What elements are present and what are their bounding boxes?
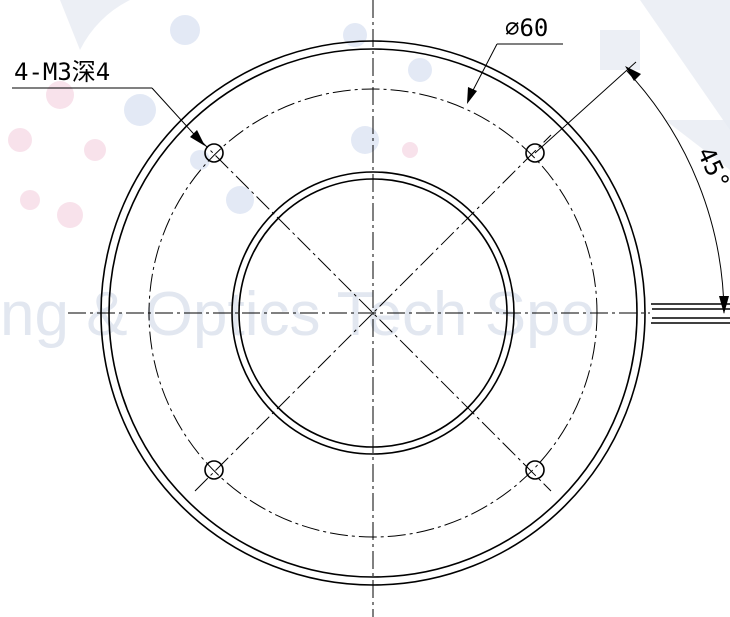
hole-top-right [525, 143, 545, 163]
watermark-dot [226, 186, 254, 214]
angle-arrowhead-bottom [719, 296, 729, 314]
watermark-dot [20, 190, 40, 210]
watermark-shape [665, 120, 730, 170]
callout-text: 4-M3深4 [14, 58, 110, 86]
watermark-dot [8, 128, 32, 152]
watermark-text: ng & Optics Tech Spo [0, 280, 595, 349]
watermark-dot [408, 58, 432, 82]
callout-arrowhead [190, 130, 205, 146]
watermark-dot [170, 15, 200, 45]
watermark-dot [343, 23, 367, 47]
watermark-dot [124, 94, 156, 126]
hole-bottom-left [204, 460, 224, 480]
watermark-dot [351, 126, 379, 154]
watermark-dot [402, 142, 418, 158]
watermark-dot [84, 139, 106, 161]
angle-arrowhead-top [625, 66, 641, 81]
hole-callout: 4-M3深4 [12, 58, 205, 146]
hole-top-left [204, 143, 224, 163]
pcd-arrowhead [467, 87, 477, 104]
angle-extension-line [534, 61, 637, 154]
center-lines [68, 0, 650, 617]
hole-bottom-right [525, 460, 545, 480]
angle-dimension: 45° [534, 61, 730, 314]
center-line-diagonal-2 [194, 134, 552, 492]
side-tab [651, 303, 730, 324]
angle-arc [626, 70, 725, 314]
watermark-shape [640, 0, 730, 130]
pcd-text: ⌀60 [505, 14, 548, 42]
watermark-shape [60, 0, 130, 50]
mounting-holes [204, 143, 545, 480]
pcd-leader [468, 43, 498, 99]
watermark-shape [600, 30, 640, 70]
watermark-dot [57, 202, 83, 228]
center-line-diagonal-1 [194, 134, 552, 492]
pcd-dimension: ⌀60 [467, 14, 563, 104]
watermark-dot [190, 150, 210, 170]
